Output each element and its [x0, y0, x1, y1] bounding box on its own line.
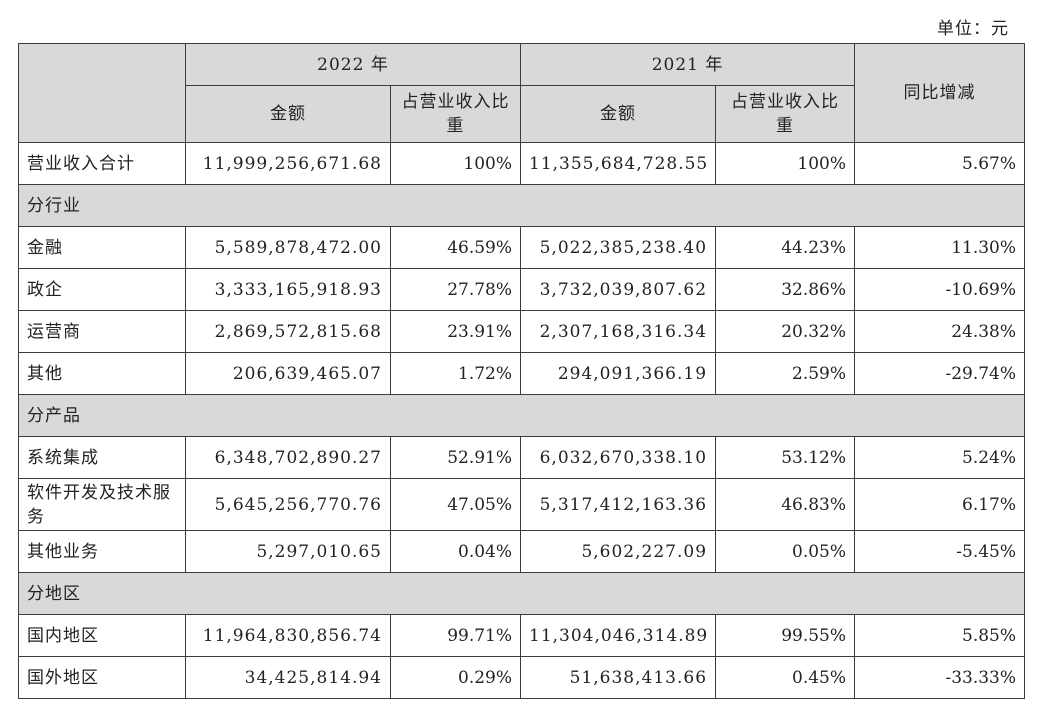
cell-ratio-2021: 32.86% — [715, 268, 856, 311]
cell-ratio-2021: 99.55% — [715, 614, 856, 657]
header-year-2021: 2021 年 — [520, 43, 856, 86]
cell-amount-2022: 5,589,878,472.00 — [185, 226, 391, 269]
row-label: 其他 — [18, 352, 186, 395]
cell-ratio-2022: 0.04% — [389, 530, 522, 573]
cell-amount-2021: 2,307,168,316.34 — [520, 310, 717, 353]
unit-label: 单位：元 — [937, 19, 1009, 39]
cell-yoy: -33.33% — [854, 656, 1026, 699]
cell-amount-2021: 11,304,046,314.89 — [520, 614, 717, 657]
cell-yoy: 24.38% — [854, 310, 1026, 353]
section-row: 分产品 — [17, 394, 1026, 437]
section-row: 分行业 — [17, 184, 1026, 227]
row-label: 国内地区 — [18, 614, 186, 657]
cell-yoy: -5.45% — [854, 530, 1026, 573]
section-title: 分行业 — [17, 184, 1026, 227]
cell-ratio-2021: 0.45% — [715, 656, 856, 699]
cell-ratio-2021: 46.83% — [715, 478, 856, 531]
table-row: 政企 3,333,165,918.93 27.78% 3,732,039,807.62… — [18, 268, 1026, 311]
row-label: 软件开发及技术服务 — [18, 478, 186, 531]
header-year-2022: 2022 年 — [184, 43, 522, 86]
header-row-columns: 金额 占营业收入比重 金额 占营业收入比重 — [19, 85, 1025, 143]
total-ratio-2021: 100% — [715, 142, 856, 185]
cell-amount-2022: 3,333,165,918.93 — [185, 268, 391, 311]
cell-amount-2022: 2,869,572,815.68 — [185, 310, 391, 353]
cell-yoy: 5.85% — [854, 614, 1026, 657]
table-row: 国内地区 11,964,830,856.74 99.71% 11,304,046,31… — [18, 614, 1026, 657]
table-row: 运营商 2,869,572,815.68 23.91% 2,307,168,316.3… — [18, 310, 1026, 353]
header-blank-cell — [18, 43, 186, 143]
table-row: 金融 5,589,878,472.00 46.59% 5,022,385,238.40… — [18, 226, 1026, 269]
header-row-years: 2022 年 2021 年 同比增减 — [18, 43, 1026, 143]
header-ratio-2021: 占营业收入比重 — [715, 85, 856, 143]
revenue-composition-table: 2022 年 2021 年 同比增减 金额 占营业收入比重 金额 占营业收入比重… — [17, 43, 1026, 699]
cell-ratio-2022: 47.05% — [389, 478, 522, 531]
cell-amount-2022: 5,297,010.65 — [185, 530, 391, 573]
row-label: 国外地区 — [18, 656, 186, 699]
table-row: 国外地区 34,425,814.94 0.29% 51,638,413.66 0.45%… — [18, 656, 1026, 699]
cell-amount-2022: 5,645,256,770.76 — [185, 478, 391, 531]
cell-amount-2022: 11,964,830,856.74 — [185, 614, 391, 657]
section-title: 分产品 — [17, 394, 1026, 437]
cell-amount-2021: 3,732,039,807.62 — [520, 268, 717, 311]
cell-ratio-2021: 53.12% — [715, 436, 856, 479]
total-amount-2022: 11,999,256,671.68 — [185, 142, 391, 185]
section-row: 分地区 — [17, 572, 1026, 615]
cell-ratio-2022: 46.59% — [389, 226, 522, 269]
cell-yoy: 5.24% — [854, 436, 1026, 479]
cell-ratio-2021: 0.05% — [715, 530, 856, 573]
cell-ratio-2021: 44.23% — [715, 226, 856, 269]
total-row: 营业收入合计 11,999,256,671.68 100% 11,355,684… — [18, 142, 1026, 185]
header-amount-2021: 金额 — [520, 85, 717, 143]
cell-ratio-2022: 52.91% — [389, 436, 522, 479]
total-ratio-2022: 100% — [389, 142, 522, 185]
row-label: 系统集成 — [18, 436, 186, 479]
header-yoy: 同比增减 — [854, 43, 1026, 143]
row-label: 政企 — [18, 268, 186, 311]
cell-yoy: 6.17% — [854, 478, 1026, 531]
cell-yoy: 11.30% — [854, 226, 1026, 269]
cell-yoy: -29.74% — [854, 352, 1026, 395]
total-amount-2021: 11,355,684,728.55 — [520, 142, 717, 185]
total-label: 营业收入合计 — [18, 142, 186, 185]
row-label: 其他业务 — [18, 530, 186, 573]
cell-ratio-2022: 99.71% — [389, 614, 522, 657]
cell-amount-2022: 206,639,465.07 — [185, 352, 391, 395]
table-body: 2022 年 2021 年 同比增减 金额 占营业收入比重 金额 占营业收入比重… — [17, 43, 1026, 699]
cell-amount-2022: 6,348,702,890.27 — [185, 436, 391, 479]
cell-ratio-2022: 1.72% — [389, 352, 522, 395]
total-yoy: 5.67% — [854, 142, 1026, 185]
table-row: 其他 206,639,465.07 1.72% 294,091,366.19 2.59%… — [18, 352, 1026, 395]
cell-amount-2022: 34,425,814.94 — [185, 656, 391, 699]
cell-amount-2021: 5,602,227.09 — [520, 530, 717, 573]
row-label: 金融 — [18, 226, 186, 269]
table-row: 其他业务 5,297,010.65 0.04% 5,602,227.09 0.05% -5… — [18, 530, 1026, 573]
cell-amount-2021: 5,317,412,163.36 — [520, 478, 717, 531]
section-title: 分地区 — [17, 572, 1026, 615]
cell-ratio-2022: 0.29% — [389, 656, 522, 699]
row-label: 运营商 — [18, 310, 186, 353]
cell-amount-2021: 5,022,385,238.40 — [520, 226, 717, 269]
header-ratio-2022: 占营业收入比重 — [389, 85, 522, 143]
cell-ratio-2022: 23.91% — [389, 310, 522, 353]
cell-ratio-2022: 27.78% — [389, 268, 522, 311]
cell-yoy: -10.69% — [854, 268, 1026, 311]
table-row: 软件开发及技术服务 5,645,256,770.76 47.05% 5,317,412… — [18, 478, 1026, 531]
cell-ratio-2021: 20.32% — [715, 310, 856, 353]
table-row: 系统集成 6,348,702,890.27 52.91% 6,032,670,338.… — [18, 436, 1026, 479]
cell-amount-2021: 51,638,413.66 — [520, 656, 717, 699]
cell-amount-2021: 294,091,366.19 — [520, 352, 717, 395]
cell-amount-2021: 6,032,670,338.10 — [520, 436, 717, 479]
cell-ratio-2021: 2.59% — [715, 352, 856, 395]
header-amount-2022: 金额 — [185, 85, 391, 143]
